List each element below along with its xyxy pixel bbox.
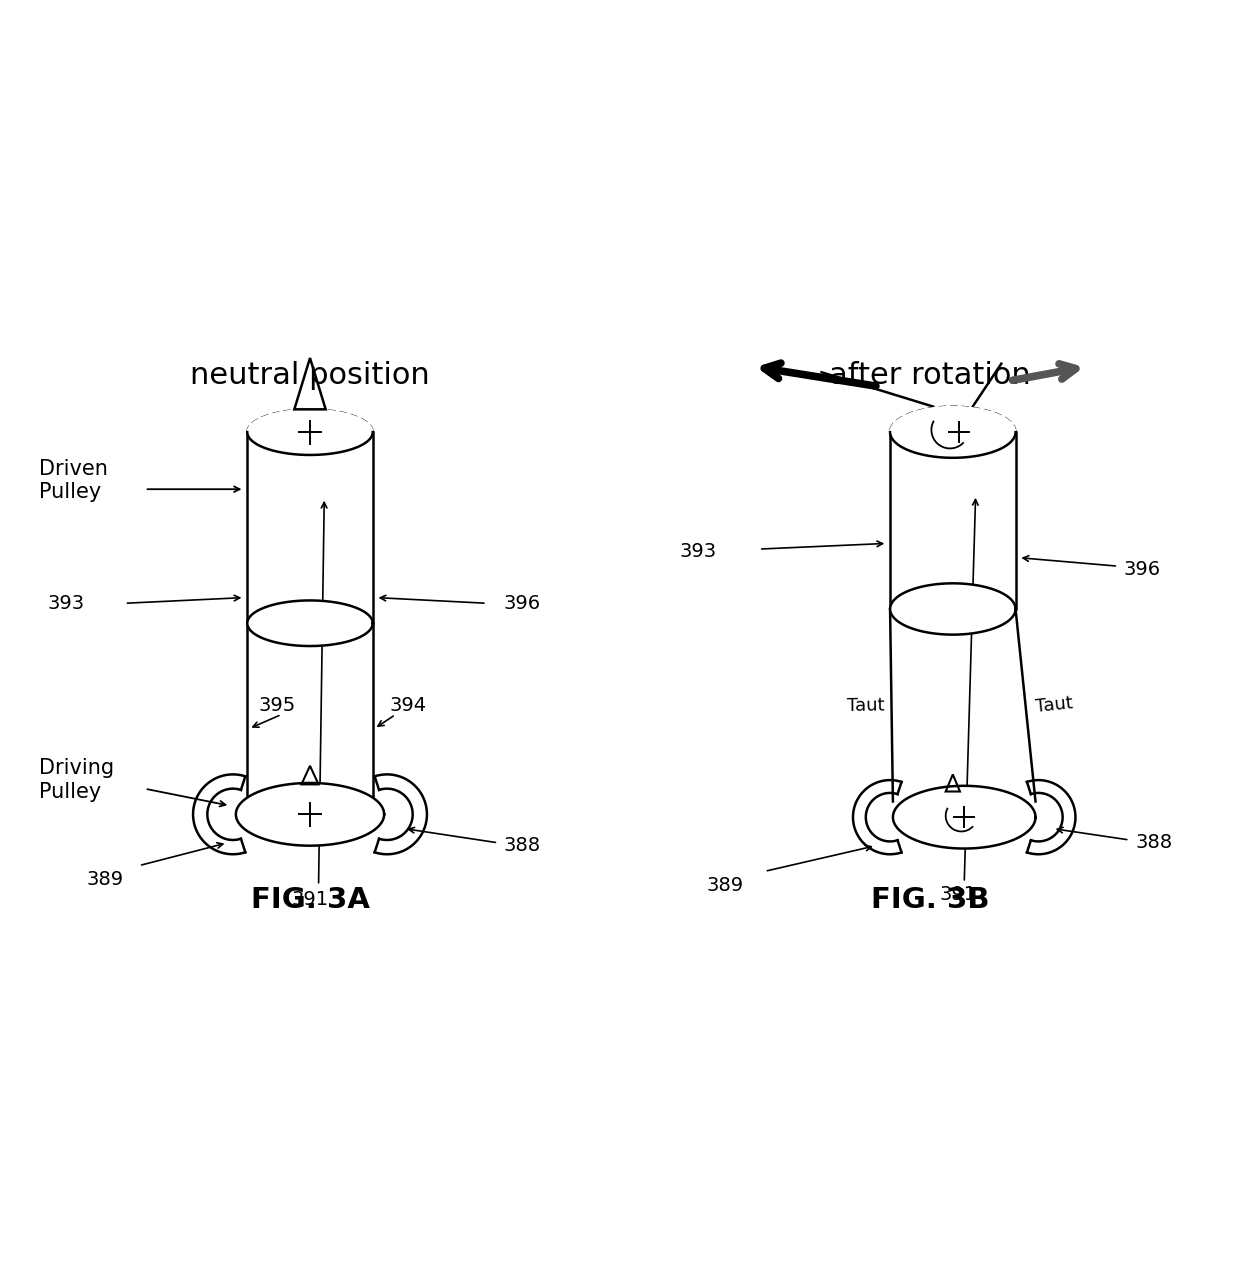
- Text: after rotation: after rotation: [830, 361, 1030, 390]
- Text: 396: 396: [503, 594, 541, 613]
- Text: neutral position: neutral position: [190, 361, 430, 390]
- Text: 388: 388: [503, 836, 541, 856]
- Text: Taut: Taut: [847, 696, 885, 714]
- Polygon shape: [247, 432, 373, 623]
- Polygon shape: [247, 409, 373, 455]
- Polygon shape: [247, 601, 373, 646]
- Text: FIG. 3A: FIG. 3A: [250, 886, 370, 914]
- Text: 391: 391: [940, 885, 977, 904]
- Text: FIG. 3B: FIG. 3B: [870, 886, 990, 914]
- Text: Taut: Taut: [1034, 695, 1074, 717]
- Text: 393: 393: [47, 594, 84, 613]
- Text: Driven
Pulley: Driven Pulley: [40, 459, 108, 502]
- Text: Driving
Pulley: Driving Pulley: [40, 759, 114, 802]
- Text: 396: 396: [1123, 560, 1161, 579]
- Polygon shape: [236, 783, 384, 845]
- Polygon shape: [890, 583, 1016, 635]
- Text: 389: 389: [86, 871, 123, 890]
- Polygon shape: [890, 407, 1016, 458]
- Text: 389: 389: [706, 876, 743, 895]
- Polygon shape: [893, 785, 1035, 849]
- Text: 394: 394: [389, 696, 427, 715]
- Polygon shape: [890, 432, 1016, 609]
- Text: 393: 393: [680, 542, 717, 561]
- Text: 388: 388: [1136, 834, 1173, 853]
- Text: 395: 395: [259, 696, 296, 715]
- Text: 391: 391: [291, 890, 329, 909]
